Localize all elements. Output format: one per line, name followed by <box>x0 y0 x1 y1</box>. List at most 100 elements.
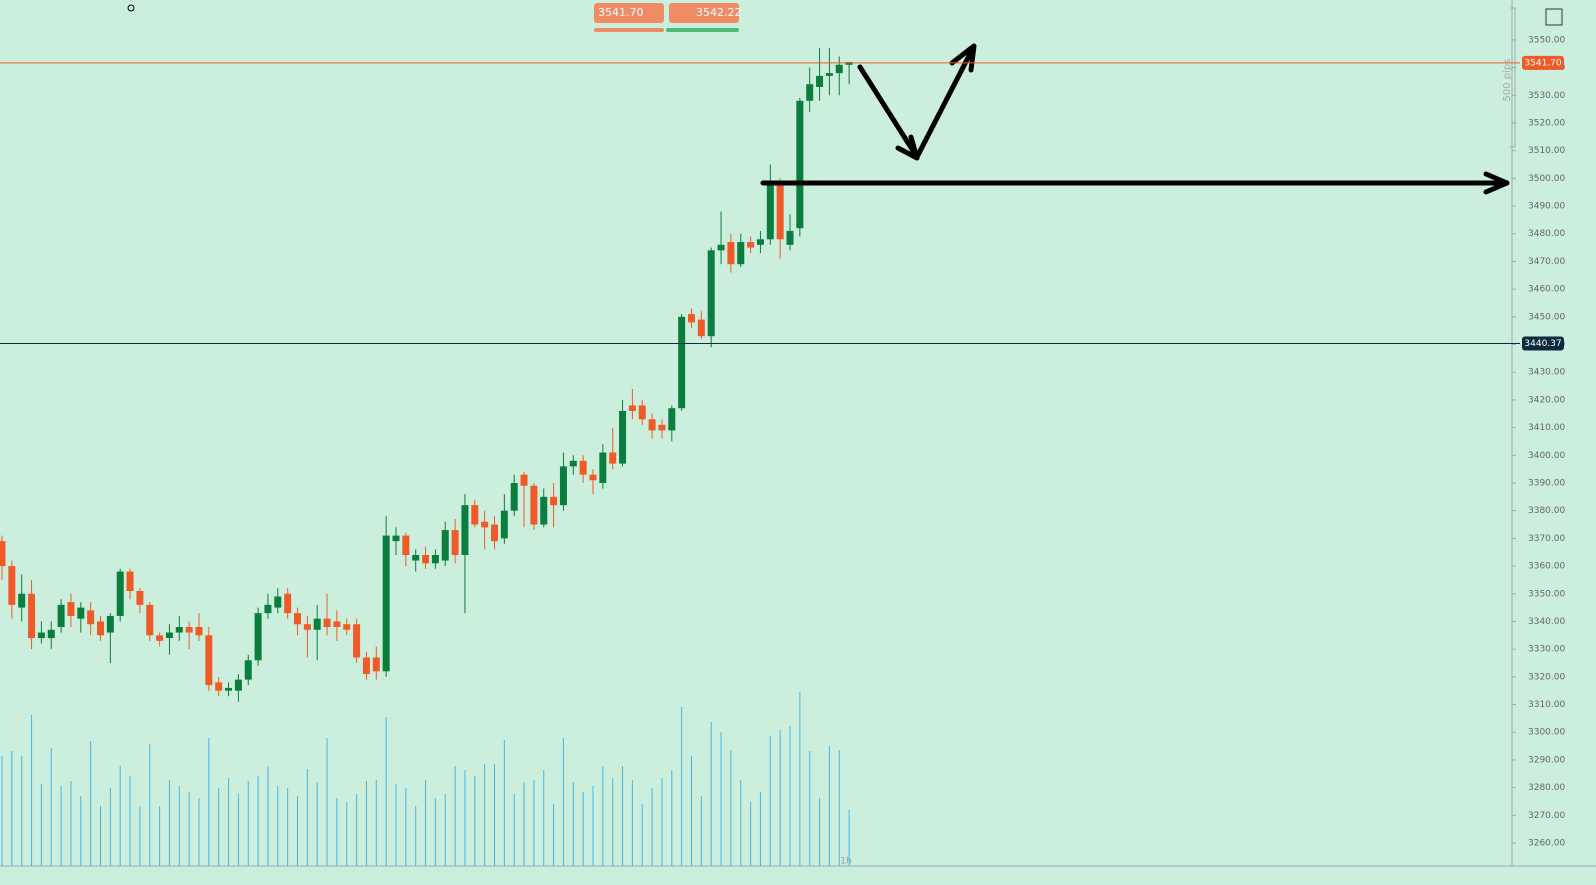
candle-body <box>431 554 439 564</box>
candle-body <box>323 618 331 627</box>
candle-body <box>441 530 449 561</box>
candle-body <box>451 530 459 555</box>
candle-body <box>461 505 469 555</box>
y-tick-label: 3330.00 <box>1528 645 1565 655</box>
candle-body <box>116 571 124 616</box>
y-tick-label: 3350.00 <box>1528 589 1565 599</box>
candle-body <box>234 679 242 691</box>
y-tick-label: 3370.00 <box>1528 534 1565 544</box>
y-tick-label: 3430.00 <box>1528 368 1565 378</box>
candle-body <box>87 610 95 625</box>
candle-body <box>0 541 6 567</box>
y-tick-label: 3310.00 <box>1528 700 1565 710</box>
candle-body <box>835 64 843 74</box>
range-label: 500 pips <box>1502 59 1513 102</box>
y-tick-label: 3290.00 <box>1528 755 1565 765</box>
y-tick-label: 3510.00 <box>1528 146 1565 156</box>
price-tag <box>1522 55 1564 70</box>
candle-body <box>8 566 16 605</box>
candle-body <box>126 571 134 591</box>
candle-body <box>195 626 203 636</box>
candle-body <box>609 452 617 464</box>
buy-button[interactable] <box>669 3 739 23</box>
candle-body <box>697 319 705 337</box>
candle-body <box>727 242 735 265</box>
candle-body <box>146 604 154 636</box>
drawing <box>760 43 1510 195</box>
candle-body <box>668 408 676 431</box>
y-tick-label: 3360.00 <box>1528 562 1565 572</box>
candle-body <box>825 73 833 76</box>
y-tick-label: 3390.00 <box>1528 478 1565 488</box>
candle-body <box>688 314 695 323</box>
y-tick-label: 3420.00 <box>1528 395 1565 405</box>
popout-button[interactable] <box>1545 8 1563 26</box>
candle-body <box>303 624 311 630</box>
candle-body <box>648 419 656 431</box>
candle-body <box>353 624 361 658</box>
candle-body <box>333 621 341 627</box>
candle-body <box>215 682 223 691</box>
candle-body <box>619 410 627 464</box>
candle-body <box>372 657 380 672</box>
interval-label: 1h <box>840 857 851 867</box>
candle-body <box>579 460 587 475</box>
candle-body <box>422 554 430 564</box>
candle-body <box>520 474 528 486</box>
y-tick-label: 3320.00 <box>1528 672 1565 682</box>
candle-body <box>816 75 824 87</box>
y-tick-label: 3410.00 <box>1528 423 1565 433</box>
candle-body <box>747 242 755 248</box>
candle-body <box>225 687 233 691</box>
y-tick-label: 3550.00 <box>1528 35 1565 45</box>
buy-price: 3542.22 <box>696 6 742 19</box>
candle-body <box>658 424 666 431</box>
y-tick-label: 3270.00 <box>1528 811 1565 821</box>
candle-body <box>264 604 272 614</box>
y-tick-label: 3520.00 <box>1528 118 1565 128</box>
candle-body <box>569 460 577 467</box>
buy-bar <box>666 28 739 32</box>
candle-body <box>510 482 518 511</box>
candle-body <box>106 615 114 633</box>
candle-body <box>294 613 301 625</box>
candle-body <box>37 632 45 639</box>
candle-body <box>28 593 36 639</box>
candle-body <box>254 613 262 661</box>
candle-body <box>382 535 390 672</box>
candle-body <box>97 621 104 636</box>
sell-bar <box>594 28 664 32</box>
candle-body <box>796 100 804 229</box>
candle-body <box>165 632 173 639</box>
candle-body <box>500 510 508 539</box>
candle-body <box>786 230 794 245</box>
y-tick-label: 3380.00 <box>1528 506 1565 516</box>
candle-body <box>550 496 558 506</box>
candle-body <box>57 604 65 627</box>
price-tag-label: 3541.70 <box>1524 58 1561 68</box>
y-tick-label: 3280.00 <box>1528 783 1565 793</box>
candle-body <box>412 554 420 561</box>
candle-body <box>559 466 567 506</box>
candle-body <box>77 607 85 619</box>
candle-body <box>471 505 479 525</box>
sell-price: 3541.70 <box>598 6 644 19</box>
candle-body <box>313 618 321 630</box>
y-tick-label: 3260.00 <box>1528 839 1565 849</box>
candle-body <box>244 660 252 680</box>
sell-button[interactable] <box>594 3 664 23</box>
y-tick-label: 3300.00 <box>1528 728 1565 738</box>
y-tick-label: 3450.00 <box>1528 312 1565 322</box>
candle-body <box>185 626 193 633</box>
candle-body <box>599 452 607 483</box>
candle-body <box>638 405 646 420</box>
candle-body <box>47 629 55 639</box>
candle-body <box>776 181 784 240</box>
plot <box>0 48 853 866</box>
y-tick-label: 3480.00 <box>1528 229 1565 239</box>
candle-body <box>402 535 410 555</box>
candle-body <box>343 624 351 630</box>
candle-body <box>481 521 489 528</box>
candle-body <box>806 84 814 101</box>
